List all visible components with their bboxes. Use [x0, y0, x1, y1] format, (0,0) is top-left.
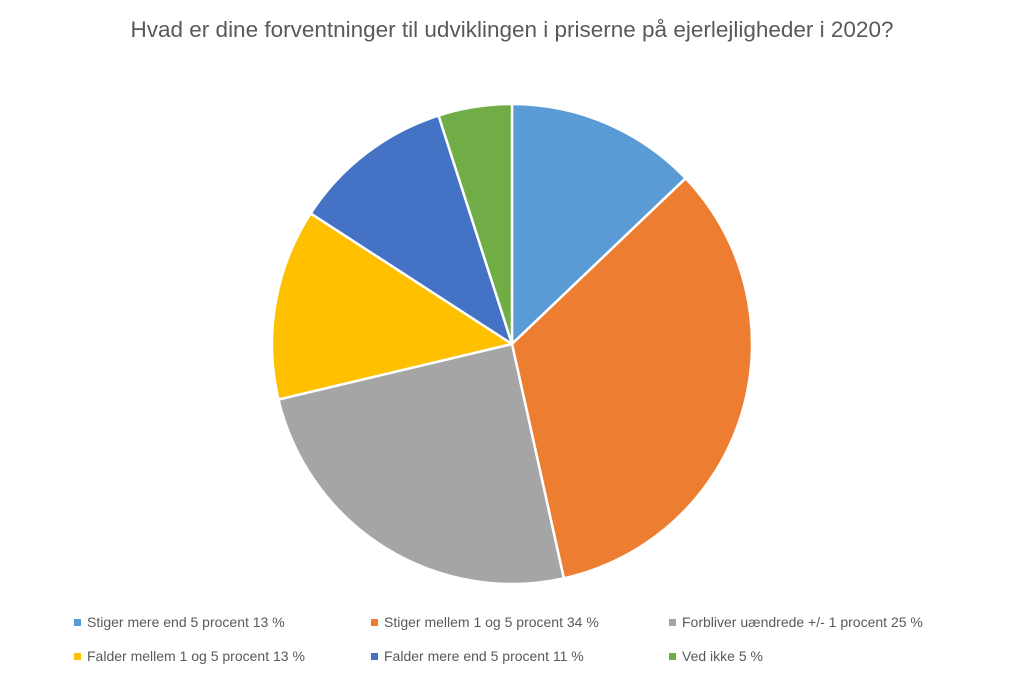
pie-slice: [309, 114, 514, 346]
chart-title: Hvad er dine forventninger til udvikling…: [130, 17, 894, 42]
pie-slice: [510, 177, 754, 580]
pie-slice: [277, 342, 566, 586]
pie-slice: [437, 102, 514, 346]
pie-slice: [270, 212, 514, 401]
pie-slice: [510, 102, 687, 346]
